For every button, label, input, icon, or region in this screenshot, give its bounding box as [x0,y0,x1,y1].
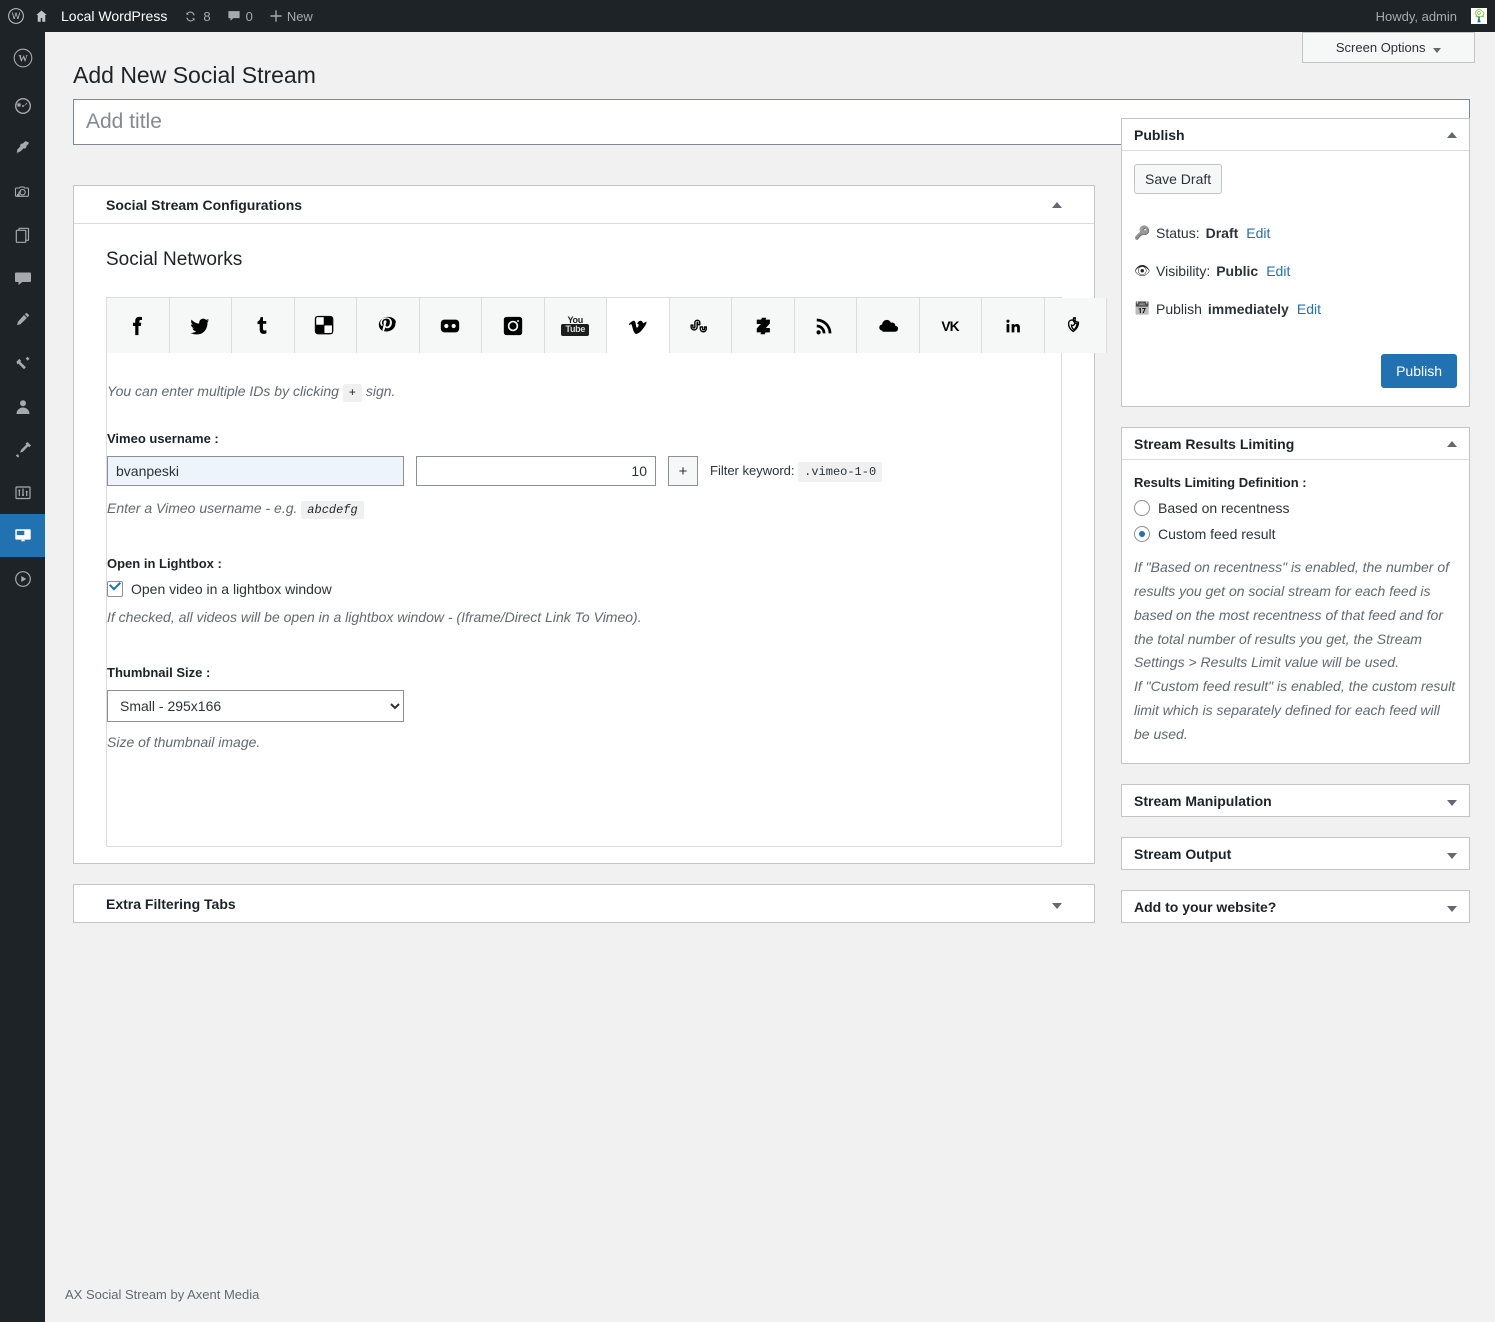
svg-text:W: W [12,11,21,21]
svg-text:VK: VK [942,319,960,334]
svg-text:W: W [18,55,28,65]
